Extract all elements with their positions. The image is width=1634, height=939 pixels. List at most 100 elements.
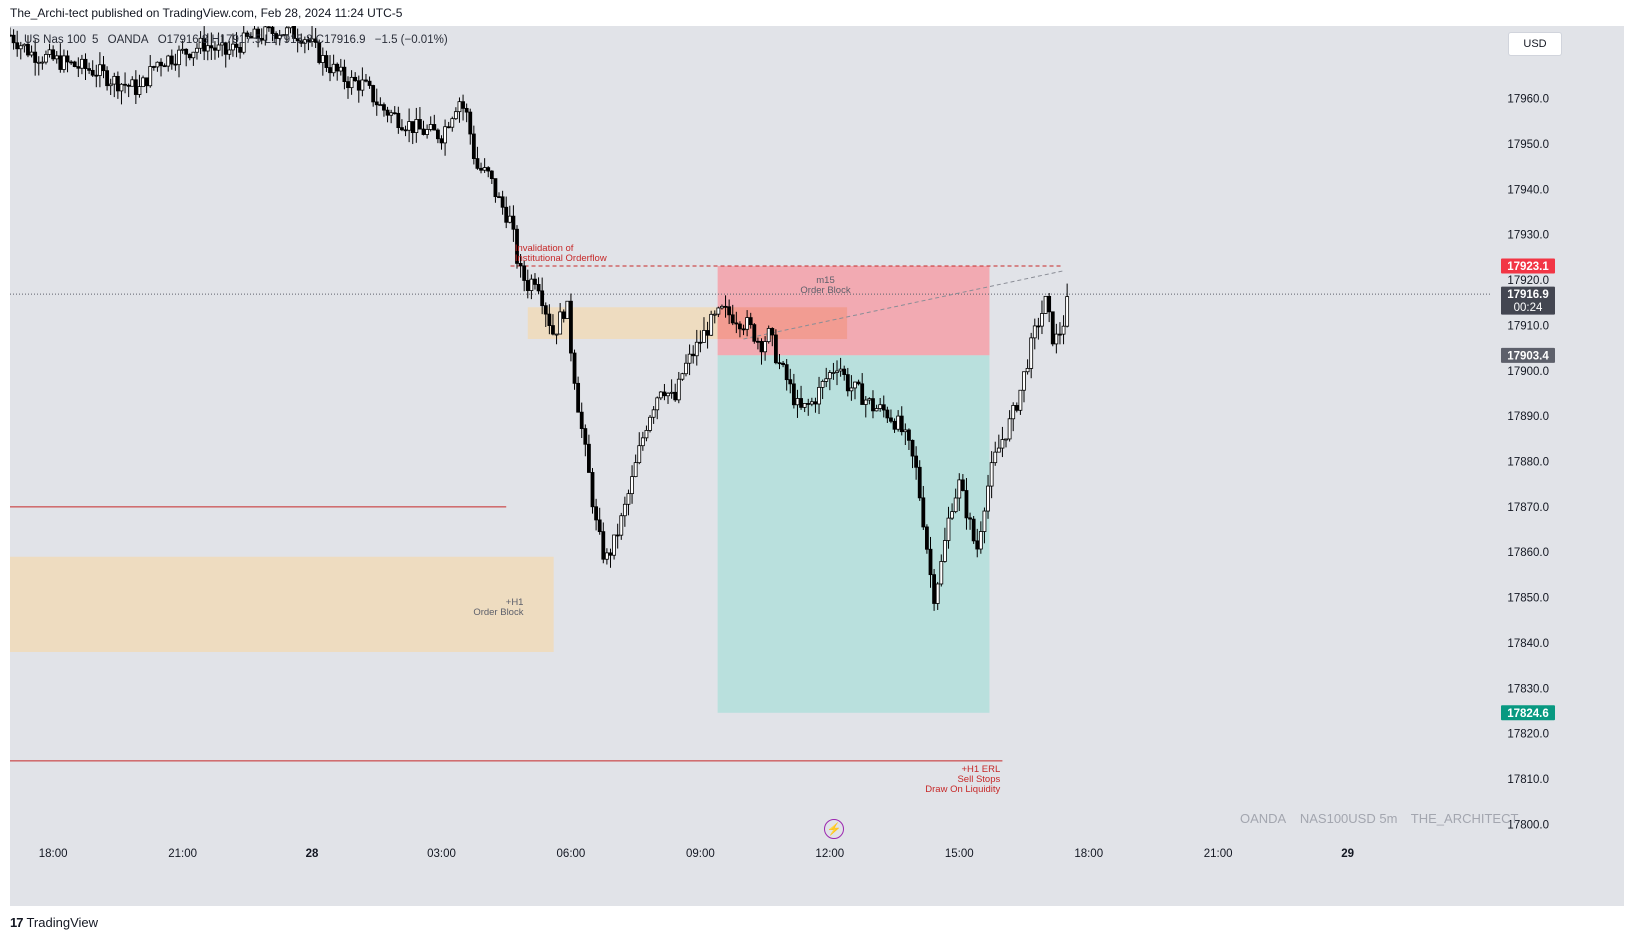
y-tick-label: 17800.0 xyxy=(1507,819,1549,831)
legend-symbol[interactable]: US Nas 100 xyxy=(24,34,87,46)
candle-body xyxy=(687,353,692,364)
candle-body xyxy=(26,43,30,56)
candle-body xyxy=(435,129,440,140)
candle-body xyxy=(1058,333,1062,336)
x-tick-label: 12:00 xyxy=(815,848,844,860)
candle-body xyxy=(612,534,616,556)
published-caption: The_Archi-tect published on TradingView.… xyxy=(10,6,403,20)
candle-body xyxy=(738,323,742,330)
y-tick-label: 17870.0 xyxy=(1507,502,1549,514)
candle-body xyxy=(403,129,408,132)
candle-body xyxy=(464,107,469,113)
chart-area[interactable]: Invalidation of Institutional Orderflow m1… xyxy=(10,26,1624,906)
candle-body xyxy=(795,398,800,406)
candle-body xyxy=(1050,311,1055,345)
candle-body xyxy=(712,313,717,316)
price-axis-panel xyxy=(1490,26,1624,906)
candle-body xyxy=(716,307,721,315)
candle-body xyxy=(389,112,394,116)
candle-body xyxy=(809,401,814,405)
candle-body xyxy=(853,381,857,389)
candle-body xyxy=(975,540,980,550)
candle-body xyxy=(622,503,627,517)
candle-body xyxy=(126,84,131,87)
legend-change: −1.5 (−0.01%) xyxy=(374,34,448,46)
candle-body xyxy=(159,61,163,67)
top-bar: The_Archi-tect published on TradingView.… xyxy=(0,0,1634,26)
candle-body xyxy=(47,49,52,55)
y-tick-label: 17930.0 xyxy=(1507,230,1549,242)
price-label-bg-2 xyxy=(1501,347,1555,363)
y-tick-label: 17840.0 xyxy=(1507,638,1549,650)
lightning-icon[interactable]: ⚡ xyxy=(824,819,844,839)
candle-body xyxy=(461,101,465,109)
currency-button[interactable]: USD xyxy=(1508,32,1562,56)
candle-body xyxy=(151,66,156,68)
candle-body xyxy=(960,479,965,491)
candle-body xyxy=(497,196,501,199)
candle-body xyxy=(752,324,757,342)
candle-body xyxy=(615,534,620,537)
legend-interval: 5 xyxy=(92,34,99,46)
price-label-bg-0 xyxy=(1501,258,1555,274)
candle-body xyxy=(155,61,160,68)
candle-body xyxy=(626,493,631,505)
candle-body xyxy=(331,63,336,74)
candle-body xyxy=(177,49,181,66)
candle-body xyxy=(594,506,599,521)
candle-body xyxy=(302,39,307,44)
candle-body xyxy=(238,47,243,53)
candle-body xyxy=(756,340,760,343)
candle-body xyxy=(777,362,782,365)
candle-body xyxy=(342,66,347,83)
candle-body xyxy=(274,33,278,39)
candle-body xyxy=(392,112,397,115)
price-label-bg-1 xyxy=(1501,286,1555,315)
candle-body xyxy=(1011,405,1016,420)
candle-body xyxy=(601,531,606,560)
candle-body xyxy=(1054,333,1059,345)
candle-body xyxy=(439,138,444,144)
candle-body xyxy=(770,328,775,336)
candle-body xyxy=(849,387,854,392)
candle-body xyxy=(44,54,48,63)
candle-body xyxy=(892,420,897,430)
candle-body xyxy=(694,341,699,357)
candle-body xyxy=(144,77,149,87)
candle-body xyxy=(51,49,56,60)
candle-body xyxy=(533,278,537,285)
candle-body xyxy=(529,278,534,291)
candle-body xyxy=(968,517,972,520)
candle-body xyxy=(396,112,401,129)
candle-body xyxy=(547,313,552,326)
candle-body xyxy=(1043,295,1048,314)
candle-body xyxy=(493,178,498,198)
candle-body xyxy=(838,368,843,372)
candle-body xyxy=(734,322,739,325)
symbol-legend[interactable]: US Nas 100 5 OANDA O17916.8 H17917.5 L179… xyxy=(24,34,454,46)
candle-body xyxy=(443,126,447,144)
candle-body xyxy=(874,408,879,412)
candle-body xyxy=(223,42,228,55)
candle-body xyxy=(421,128,426,135)
candles xyxy=(10,26,1070,611)
tradingview-brand[interactable]: 17 TradingView xyxy=(10,915,98,930)
candle-body xyxy=(284,27,289,36)
candle-body xyxy=(317,42,322,63)
candle-body xyxy=(608,552,613,556)
candle-body xyxy=(543,305,548,315)
candle-body xyxy=(702,330,706,343)
candle-body xyxy=(33,51,38,63)
candle-body xyxy=(90,69,95,76)
candle-body xyxy=(292,26,296,39)
candle-body xyxy=(648,416,652,431)
candle-body xyxy=(551,325,555,335)
candle-body xyxy=(479,167,483,171)
candle-body xyxy=(148,66,153,87)
candle-body xyxy=(540,290,545,307)
candle-body xyxy=(630,476,634,495)
zone-4 xyxy=(717,307,848,340)
candle-body xyxy=(831,372,836,374)
candle-body xyxy=(180,48,185,51)
